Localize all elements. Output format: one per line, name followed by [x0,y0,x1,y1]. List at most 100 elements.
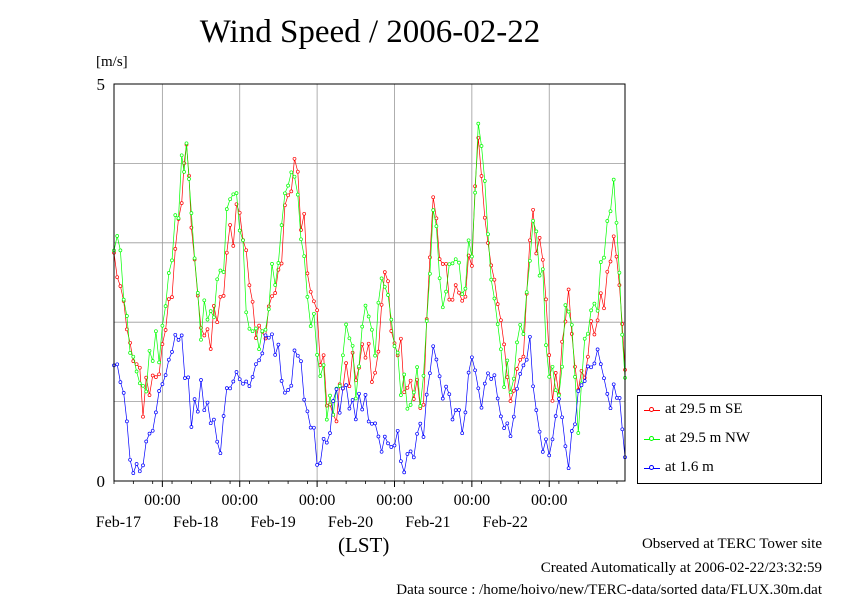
data-point [299,237,303,242]
data-point [453,257,458,262]
chart-title: Wind Speed / 2006-02-22 [199,14,541,50]
data-point [402,390,407,395]
data-point [141,463,145,468]
data-point [544,343,548,347]
data-point [289,189,294,194]
data-point [515,340,519,345]
data-point [373,421,377,426]
data-point [620,332,625,337]
data-point [295,169,300,174]
data-point [582,379,587,383]
data-point [257,358,261,363]
data-point [595,318,600,323]
y-tick-label: 0 [97,472,106,491]
data-point [295,353,300,358]
data-point [415,365,419,369]
data-point [608,406,613,411]
data-point [418,421,423,426]
data-point [302,397,307,402]
data-point [150,428,155,433]
data-point [444,261,448,266]
data-point [492,296,497,301]
data-point [424,319,429,323]
data-point [573,364,577,369]
data-point [550,398,555,403]
data-point [463,410,468,415]
data-point [247,326,252,331]
data-point [534,229,539,234]
data-point [228,197,232,202]
data-point [353,417,358,422]
data-point [121,391,126,395]
data-point [524,357,529,362]
data-point [357,391,361,396]
data-point [602,255,606,260]
data-point [544,437,548,442]
data-point [182,170,186,174]
data-point [579,383,584,388]
data-point [183,376,187,380]
data-point [466,370,471,375]
data-point [231,244,236,248]
data-point [279,223,284,227]
data-point [444,289,448,294]
data-point [518,357,523,362]
data-point [434,357,439,362]
data-point [453,408,458,412]
data-point [273,353,278,357]
data-point [611,234,616,239]
data-point [147,431,152,436]
data-point [292,174,297,179]
data-point [370,380,374,384]
data-point [566,287,571,292]
data-point [347,406,352,411]
data-point [118,248,123,253]
data-point [215,320,220,325]
data-point [115,362,120,367]
series-1 [112,121,627,435]
data-point [173,213,178,217]
data-point [363,393,368,397]
data-point [508,399,513,403]
data-point [286,183,290,188]
data-point [134,369,139,374]
data-point [602,306,606,311]
data-point [470,264,474,268]
footer-site: Observed at TERC Tower site [641,536,822,552]
data-point [511,414,516,419]
data-point [160,323,165,328]
data-point [608,209,613,214]
data-point [457,408,461,412]
data-point [463,286,468,291]
data-point [299,359,303,364]
data-point [395,350,400,355]
data-point [495,396,500,401]
data-point [486,241,490,245]
data-point [440,305,445,310]
legend-label-se: at 29.5 m SE [665,401,743,417]
data-point [202,408,207,413]
data-point [399,459,403,464]
data-point [125,314,129,318]
data-point [450,297,455,302]
data-point [270,294,274,299]
footer-created: Created Automatically at 2006-02-22/23:3… [540,560,822,576]
footer-source: Data source : /home/hoivo/new/TERC-data/… [396,582,822,598]
data-point [560,415,564,420]
data-point [617,396,622,400]
data-point [566,466,571,471]
data-point [550,437,555,442]
data-point [212,315,216,320]
data-point [515,386,519,391]
data-point [453,283,458,287]
data-point [502,342,506,347]
data-point [221,414,226,418]
data-point [170,295,174,299]
data-point [244,248,249,253]
data-point [208,421,213,426]
x-tick-label-day: Feb-22 [483,514,528,531]
data-point [492,277,497,282]
y-tick-label: 5 [97,75,106,94]
legend-item-1-6m: at 1.6 m [638,457,821,479]
data-point [179,201,184,205]
